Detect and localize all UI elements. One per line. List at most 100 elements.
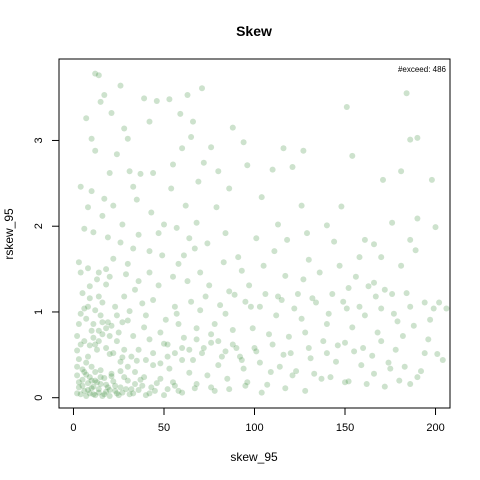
data-point-388 bbox=[85, 204, 91, 211]
data-point-126 bbox=[115, 329, 122, 336]
data-point-349 bbox=[372, 293, 379, 300]
data-point-373 bbox=[356, 254, 363, 261]
data-point-48 bbox=[389, 219, 396, 226]
data-point-90 bbox=[313, 299, 319, 306]
data-point-145 bbox=[94, 346, 100, 353]
data-point-275 bbox=[92, 369, 99, 375]
data-point-295 bbox=[175, 387, 182, 394]
data-point-320 bbox=[200, 345, 207, 351]
data-point-95 bbox=[394, 318, 401, 325]
data-point-132 bbox=[218, 353, 225, 360]
data-point-82 bbox=[170, 273, 176, 280]
data-point-317 bbox=[179, 357, 186, 363]
data-point-193 bbox=[85, 353, 91, 360]
data-point-316 bbox=[171, 350, 178, 357]
y-axis-label: rskew_95 bbox=[2, 208, 16, 260]
data-point-111 bbox=[266, 331, 272, 338]
data-point-348 bbox=[356, 303, 363, 310]
data-point-362 bbox=[365, 283, 372, 290]
data-point-342 bbox=[256, 303, 263, 310]
data-point-59 bbox=[117, 239, 124, 246]
data-point-292 bbox=[157, 375, 164, 382]
data-point-157 bbox=[302, 387, 309, 394]
data-point-280 bbox=[106, 393, 113, 399]
data-point-234 bbox=[77, 341, 84, 348]
data-point-106 bbox=[175, 321, 182, 327]
data-point-24 bbox=[126, 168, 133, 175]
data-point-119 bbox=[401, 363, 408, 370]
data-point-289 bbox=[141, 374, 148, 381]
data-point-166 bbox=[171, 382, 178, 389]
data-point-40 bbox=[133, 196, 140, 203]
data-point-374 bbox=[119, 221, 126, 228]
data-point-253 bbox=[92, 377, 99, 384]
data-point-384 bbox=[378, 254, 385, 261]
data-point-37 bbox=[88, 188, 95, 195]
data-point-370 bbox=[275, 221, 281, 228]
data-point-269 bbox=[75, 379, 82, 386]
data-point-81 bbox=[155, 282, 162, 289]
data-point-322 bbox=[215, 338, 222, 345]
data-point-211 bbox=[298, 315, 305, 322]
data-point-72 bbox=[421, 299, 428, 306]
data-point-158 bbox=[75, 356, 82, 363]
data-point-87 bbox=[262, 291, 269, 297]
data-point-153 bbox=[224, 375, 231, 382]
data-point-315 bbox=[164, 341, 171, 348]
data-point-78 bbox=[106, 273, 113, 280]
data-point-97 bbox=[427, 316, 434, 323]
data-point-246 bbox=[318, 375, 325, 382]
data-point-148 bbox=[133, 357, 140, 364]
data-point-80 bbox=[135, 278, 142, 285]
data-point-2 bbox=[117, 82, 124, 89]
data-point-215 bbox=[399, 333, 406, 339]
data-point-13 bbox=[190, 118, 196, 125]
data-point-232 bbox=[414, 374, 421, 381]
y-tick-label: 3 bbox=[33, 137, 45, 143]
data-point-260 bbox=[151, 387, 158, 394]
data-point-277 bbox=[97, 374, 104, 381]
data-point-251 bbox=[81, 369, 88, 375]
data-point-231 bbox=[387, 365, 394, 372]
data-point-266 bbox=[242, 382, 249, 389]
data-point-243 bbox=[240, 365, 247, 372]
data-point-205 bbox=[150, 297, 157, 303]
data-point-207 bbox=[197, 307, 204, 314]
data-point-112 bbox=[285, 333, 292, 340]
data-point-137 bbox=[311, 370, 318, 377]
data-point-391 bbox=[161, 221, 167, 228]
y-axis: 0 1 2 3 bbox=[33, 137, 59, 401]
data-point-69 bbox=[352, 273, 359, 280]
data-point-174 bbox=[103, 388, 110, 395]
data-point-336 bbox=[173, 310, 180, 317]
chart-title: Skew bbox=[236, 23, 272, 39]
data-point-197 bbox=[113, 312, 120, 319]
data-point-372 bbox=[331, 238, 338, 245]
data-point-73 bbox=[436, 299, 443, 306]
data-point-278 bbox=[101, 391, 108, 398]
data-point-60 bbox=[130, 245, 137, 252]
data-point-135 bbox=[276, 363, 283, 370]
data-point-83 bbox=[184, 278, 191, 285]
data-point-164 bbox=[137, 376, 144, 383]
data-point-102 bbox=[112, 303, 119, 310]
data-point-369 bbox=[253, 235, 260, 242]
data-point-178 bbox=[75, 384, 82, 391]
data-point-71 bbox=[389, 291, 396, 297]
data-point-301 bbox=[99, 319, 106, 326]
data-point-212 bbox=[323, 321, 330, 327]
data-point-339 bbox=[217, 302, 224, 309]
data-point-130 bbox=[179, 345, 186, 351]
data-point-162 bbox=[108, 370, 115, 377]
data-point-169 bbox=[74, 372, 81, 379]
data-point-98 bbox=[434, 351, 441, 357]
data-point-344 bbox=[291, 305, 298, 312]
data-point-319 bbox=[193, 336, 200, 343]
data-point-360 bbox=[316, 269, 323, 276]
data-point-8 bbox=[141, 95, 148, 102]
data-point-314 bbox=[157, 360, 164, 367]
data-point-151 bbox=[186, 369, 193, 376]
data-point-79 bbox=[123, 271, 129, 278]
data-point-235 bbox=[90, 334, 97, 341]
